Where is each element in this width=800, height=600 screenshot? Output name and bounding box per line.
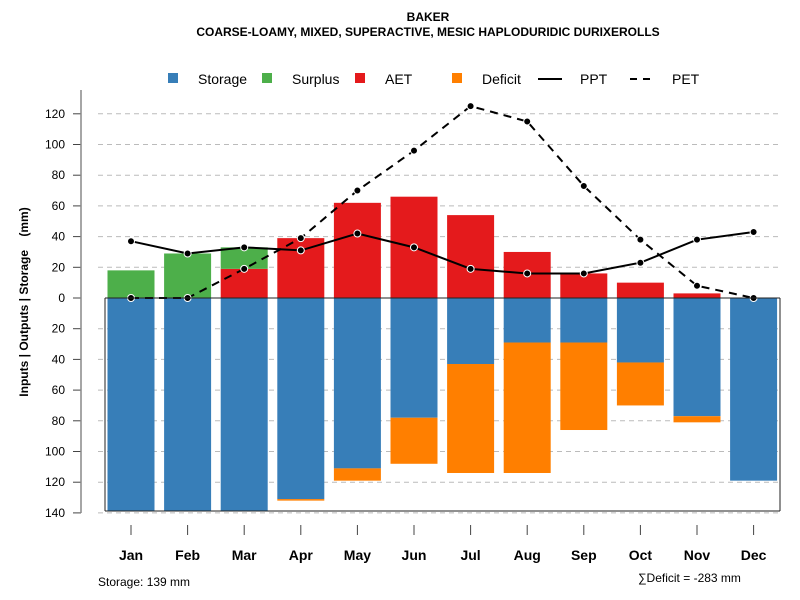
- ppt-point: [636, 258, 645, 267]
- y-tick-label: 100: [45, 138, 65, 152]
- ppt-point: [183, 249, 192, 258]
- x-tick-label: Apr: [289, 547, 314, 563]
- ppt-point: [410, 243, 418, 252]
- storage-bar: [673, 298, 721, 417]
- deficit-note: ∑Deficit = -283 mm: [638, 571, 741, 585]
- pet-point: [523, 117, 532, 126]
- y-tick-label: 120: [45, 107, 65, 121]
- y-tick-label: 80: [52, 168, 66, 182]
- storage-bar: [107, 298, 155, 512]
- pet-point: [636, 235, 645, 244]
- storage-note: Storage: 139 mm: [98, 575, 190, 589]
- y-axis-title: Inputs | Outputs | Storage (mm): [17, 207, 31, 396]
- y-tick-label: 40: [52, 352, 66, 366]
- ppt-point: [523, 269, 532, 278]
- ppt-point: [579, 269, 588, 278]
- pet-point: [579, 181, 588, 190]
- ppt-line: [130, 231, 754, 275]
- deficit-bar: [277, 499, 325, 501]
- y-tick-label: 120: [45, 475, 65, 489]
- ppt-point: [296, 246, 305, 255]
- deficit-bar: [560, 342, 608, 431]
- deficit-bar: [503, 342, 551, 473]
- storage-bar: [277, 298, 325, 500]
- aet-bar: [616, 282, 664, 298]
- y-tick-label: 60: [52, 199, 66, 213]
- storage-bar: [560, 298, 608, 343]
- pet-point: [410, 146, 418, 155]
- pet-point: [693, 281, 701, 290]
- pet-line: [131, 105, 754, 299]
- surplus-bar: [164, 253, 212, 298]
- deficit-bar: [447, 364, 495, 473]
- bars: [107, 196, 778, 512]
- pet-point: [353, 186, 362, 195]
- y-tick-label: 80: [52, 414, 66, 428]
- deficit-bar: [333, 468, 381, 481]
- x-tick-label: Aug: [514, 547, 541, 563]
- x-tick-label: Jul: [460, 547, 480, 563]
- x-tick-label: Nov: [684, 547, 711, 563]
- x-tick-label: Sep: [571, 547, 597, 563]
- y-tick-label: 20: [52, 322, 66, 336]
- legend-swatch-aet: [355, 73, 365, 83]
- storage-bar: [220, 298, 268, 512]
- legend: Storage Surplus AET Deficit PPT PET: [168, 71, 700, 87]
- ppt-point: [466, 264, 475, 273]
- legend-swatch-deficit: [452, 73, 462, 83]
- x-tick-label: Oct: [629, 547, 653, 563]
- aet-bar: [447, 215, 495, 298]
- storage-bar: [503, 298, 551, 343]
- x-tick-label: Jun: [402, 547, 427, 563]
- y-tick-label: 40: [52, 230, 66, 244]
- x-tick-label: Jan: [119, 547, 143, 563]
- deficit-bar: [616, 362, 664, 406]
- aet-bar: [333, 202, 381, 298]
- legend-label-deficit: Deficit: [482, 71, 521, 87]
- pet-point: [466, 102, 475, 111]
- storage-bar: [730, 298, 778, 481]
- legend-label-storage: Storage: [198, 71, 247, 87]
- grid-lines: [98, 113, 780, 514]
- x-tick-label: May: [344, 547, 371, 563]
- storage-bar: [616, 298, 664, 363]
- legend-swatch-surplus: [262, 73, 272, 83]
- ppt-point: [693, 235, 701, 244]
- y-tick-label: 60: [52, 383, 66, 397]
- aet-bar: [560, 273, 608, 298]
- x-tick-label: Mar: [232, 547, 257, 563]
- aet-bar: [673, 293, 721, 298]
- pet-point: [240, 264, 249, 273]
- x-tick-label: Feb: [175, 547, 200, 563]
- legend-label-aet: AET: [385, 71, 413, 87]
- ppt-point: [127, 237, 135, 246]
- storage-bar: [390, 298, 438, 418]
- chart-title: BAKER: [407, 10, 450, 24]
- ppt-point: [353, 229, 362, 238]
- storage-bar: [333, 298, 381, 469]
- ppt-point: [749, 227, 758, 236]
- y-tick-label: 100: [45, 445, 65, 459]
- y-tick-label: 140: [45, 506, 65, 520]
- storage-bar: [164, 298, 212, 512]
- chart-subtitle: COARSE-LOAMY, MIXED, SUPERACTIVE, MESIC …: [196, 25, 659, 39]
- ppt-point: [240, 243, 249, 252]
- x-tick-label: Dec: [741, 547, 767, 563]
- legend-swatch-storage: [168, 73, 178, 83]
- aet-bar: [220, 268, 268, 298]
- legend-label-surplus: Surplus: [292, 71, 339, 87]
- y-tick-label: 0: [58, 291, 65, 305]
- pet-point: [296, 234, 305, 243]
- storage-bar: [447, 298, 495, 365]
- legend-label-ppt: PPT: [580, 71, 608, 87]
- y-tick-label: 20: [52, 260, 66, 274]
- axes: 140 120 100 80 60 40 20 0 20 40 60 80 100 120 Jan Feb Ma…: [45, 90, 781, 563]
- deficit-bar: [390, 417, 438, 464]
- legend-label-pet: PET: [672, 71, 700, 87]
- surplus-bar: [107, 270, 155, 298]
- deficit-bar: [673, 416, 721, 423]
